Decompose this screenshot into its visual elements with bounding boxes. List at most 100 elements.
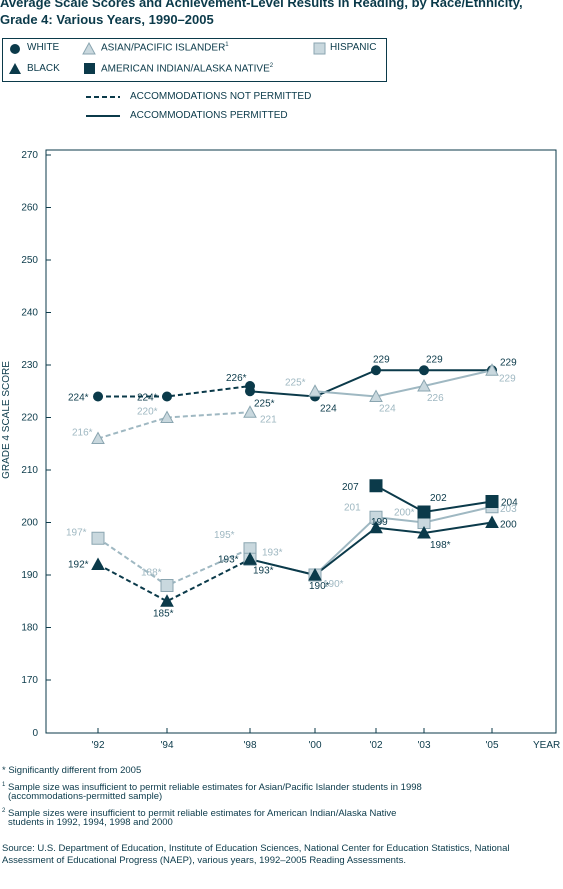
- x-tick-label: '94: [160, 740, 173, 751]
- data-label: 193*: [253, 565, 274, 576]
- footnote-1-cont: (accommodations-permitted sample): [8, 791, 163, 802]
- plot-frame: [45, 149, 557, 734]
- legend-amind-label: AMERICAN INDIAN/ALASKA NATIVE: [101, 63, 270, 75]
- data-point: [160, 410, 174, 423]
- x-tick-label: '00: [308, 740, 321, 751]
- y-axis-label: GRADE 4 SCALE SCORE: [1, 361, 12, 479]
- data-label: 199: [371, 517, 388, 528]
- data-point: [91, 531, 105, 545]
- legend-permitted: ACCOMMODATIONS PERMITTED: [130, 110, 288, 121]
- chart-title: Average Scale Scores and Achievement-Lev…: [0, 0, 523, 27]
- legend-hispanic: HISPANIC: [330, 42, 377, 53]
- series-line-not-permitted: [98, 385, 251, 398]
- data-label: 229: [426, 354, 443, 365]
- data-label: 188*: [141, 568, 162, 579]
- footnote-2-text: Sample sizes were insufficient to permit…: [7, 808, 397, 820]
- x-tick-label: '98: [243, 740, 256, 751]
- y-tick-label: 210: [21, 465, 38, 476]
- data-point: [417, 378, 431, 392]
- footnote-1: 1 Sample size was insufficient to permit…: [2, 779, 422, 794]
- data-label: 229: [373, 354, 390, 365]
- legend-asian-label: ASIAN/PACIFIC ISLANDER: [101, 42, 226, 54]
- data-point: [160, 594, 174, 607]
- legend-asian-sup: 1: [225, 42, 229, 48]
- data-label: 224: [320, 404, 337, 415]
- legend-markers: [9, 41, 326, 74]
- data-label: 203: [500, 504, 517, 515]
- y-tick-label: 190: [21, 570, 38, 581]
- data-point: [371, 365, 381, 376]
- data-label: 185*: [153, 608, 174, 619]
- x-tick-label: '92: [91, 740, 104, 751]
- footnote-2-sup: 2: [2, 808, 6, 814]
- data-point: [91, 557, 105, 570]
- x-tick-label: '02: [369, 740, 382, 751]
- data-label: 225*: [285, 377, 306, 388]
- series-line-permitted: [314, 369, 493, 398]
- data-label: 200: [500, 520, 517, 531]
- y-tick-label: 0: [32, 728, 38, 739]
- data-label: 226: [427, 393, 444, 404]
- data-point: [485, 495, 499, 508]
- footnote-2-cont: students in 1992, 1994, 1998 and 2000: [8, 817, 173, 828]
- data-label: 192*: [68, 560, 89, 571]
- footnote-significance: * Significantly different from 2005: [2, 765, 142, 776]
- x-axis-label: YEAR: [533, 740, 560, 751]
- white-legend-marker: [10, 44, 20, 54]
- data-point: [485, 515, 499, 528]
- x-tick-label: '05: [485, 740, 498, 751]
- y-tick-label: 270: [21, 150, 38, 161]
- data-label: 190*: [309, 581, 330, 592]
- data-point: [419, 365, 429, 376]
- legend-black: BLACK: [27, 63, 60, 74]
- data-label: 220*: [137, 407, 158, 418]
- data-label: 226*: [226, 373, 247, 384]
- x-tick-label: '03: [417, 740, 430, 751]
- y-tick-label: 240: [21, 308, 38, 319]
- series-line-not-permitted: [97, 411, 251, 440]
- data-label: 224*: [137, 393, 158, 404]
- legend-amind: AMERICAN INDIAN/ALASKA NATIVE2: [101, 63, 273, 74]
- asian-legend-marker: [82, 41, 96, 55]
- y-tick-label: 260: [21, 203, 38, 214]
- data-label: 216*: [72, 428, 93, 439]
- data-point: [417, 505, 431, 519]
- data-point: [93, 391, 103, 402]
- data-label: 200*: [394, 508, 415, 519]
- data-point: [485, 363, 499, 376]
- data-point: [243, 552, 257, 565]
- data-point: [160, 579, 174, 592]
- data-point: [243, 405, 257, 418]
- data-label: 201: [344, 502, 361, 513]
- data-point: [417, 525, 431, 539]
- data-point: [91, 431, 105, 444]
- legend-white: WHITE: [27, 42, 60, 53]
- data-label: 197*: [66, 527, 87, 538]
- data-point: [245, 386, 255, 397]
- data-label: 193*: [218, 554, 239, 565]
- data-label: 190*: [323, 579, 344, 590]
- y-tick-label: 220: [21, 413, 38, 424]
- data-label: 198*: [430, 540, 451, 551]
- black-legend-marker: [9, 63, 21, 74]
- data-label: 229: [499, 373, 516, 384]
- y-tick-label: 200: [21, 518, 38, 529]
- data-label: 221: [260, 414, 277, 425]
- data-point: [308, 567, 322, 581]
- footnote-1-sup: 1: [2, 782, 6, 788]
- footnote-2: 2 Sample sizes were insufficient to perm…: [2, 805, 396, 820]
- data-label: 229: [500, 357, 517, 368]
- y-tick-label: 230: [21, 360, 38, 371]
- amind-legend-marker: [84, 63, 95, 74]
- data-point: [162, 391, 172, 402]
- data-point: [369, 479, 383, 493]
- data-label: 224*: [68, 393, 89, 404]
- legend-not-permitted: ACCOMMODATIONS NOT PERMITTED: [130, 91, 312, 102]
- series-line-not-permitted: [97, 558, 251, 603]
- y-tick-label: 250: [21, 255, 38, 266]
- data-label: 224: [379, 404, 396, 415]
- legend-amind-sup: 2: [269, 63, 274, 69]
- source-note: Source: U.S. Department of Education, In…: [2, 843, 510, 866]
- data-label: 204: [501, 498, 518, 509]
